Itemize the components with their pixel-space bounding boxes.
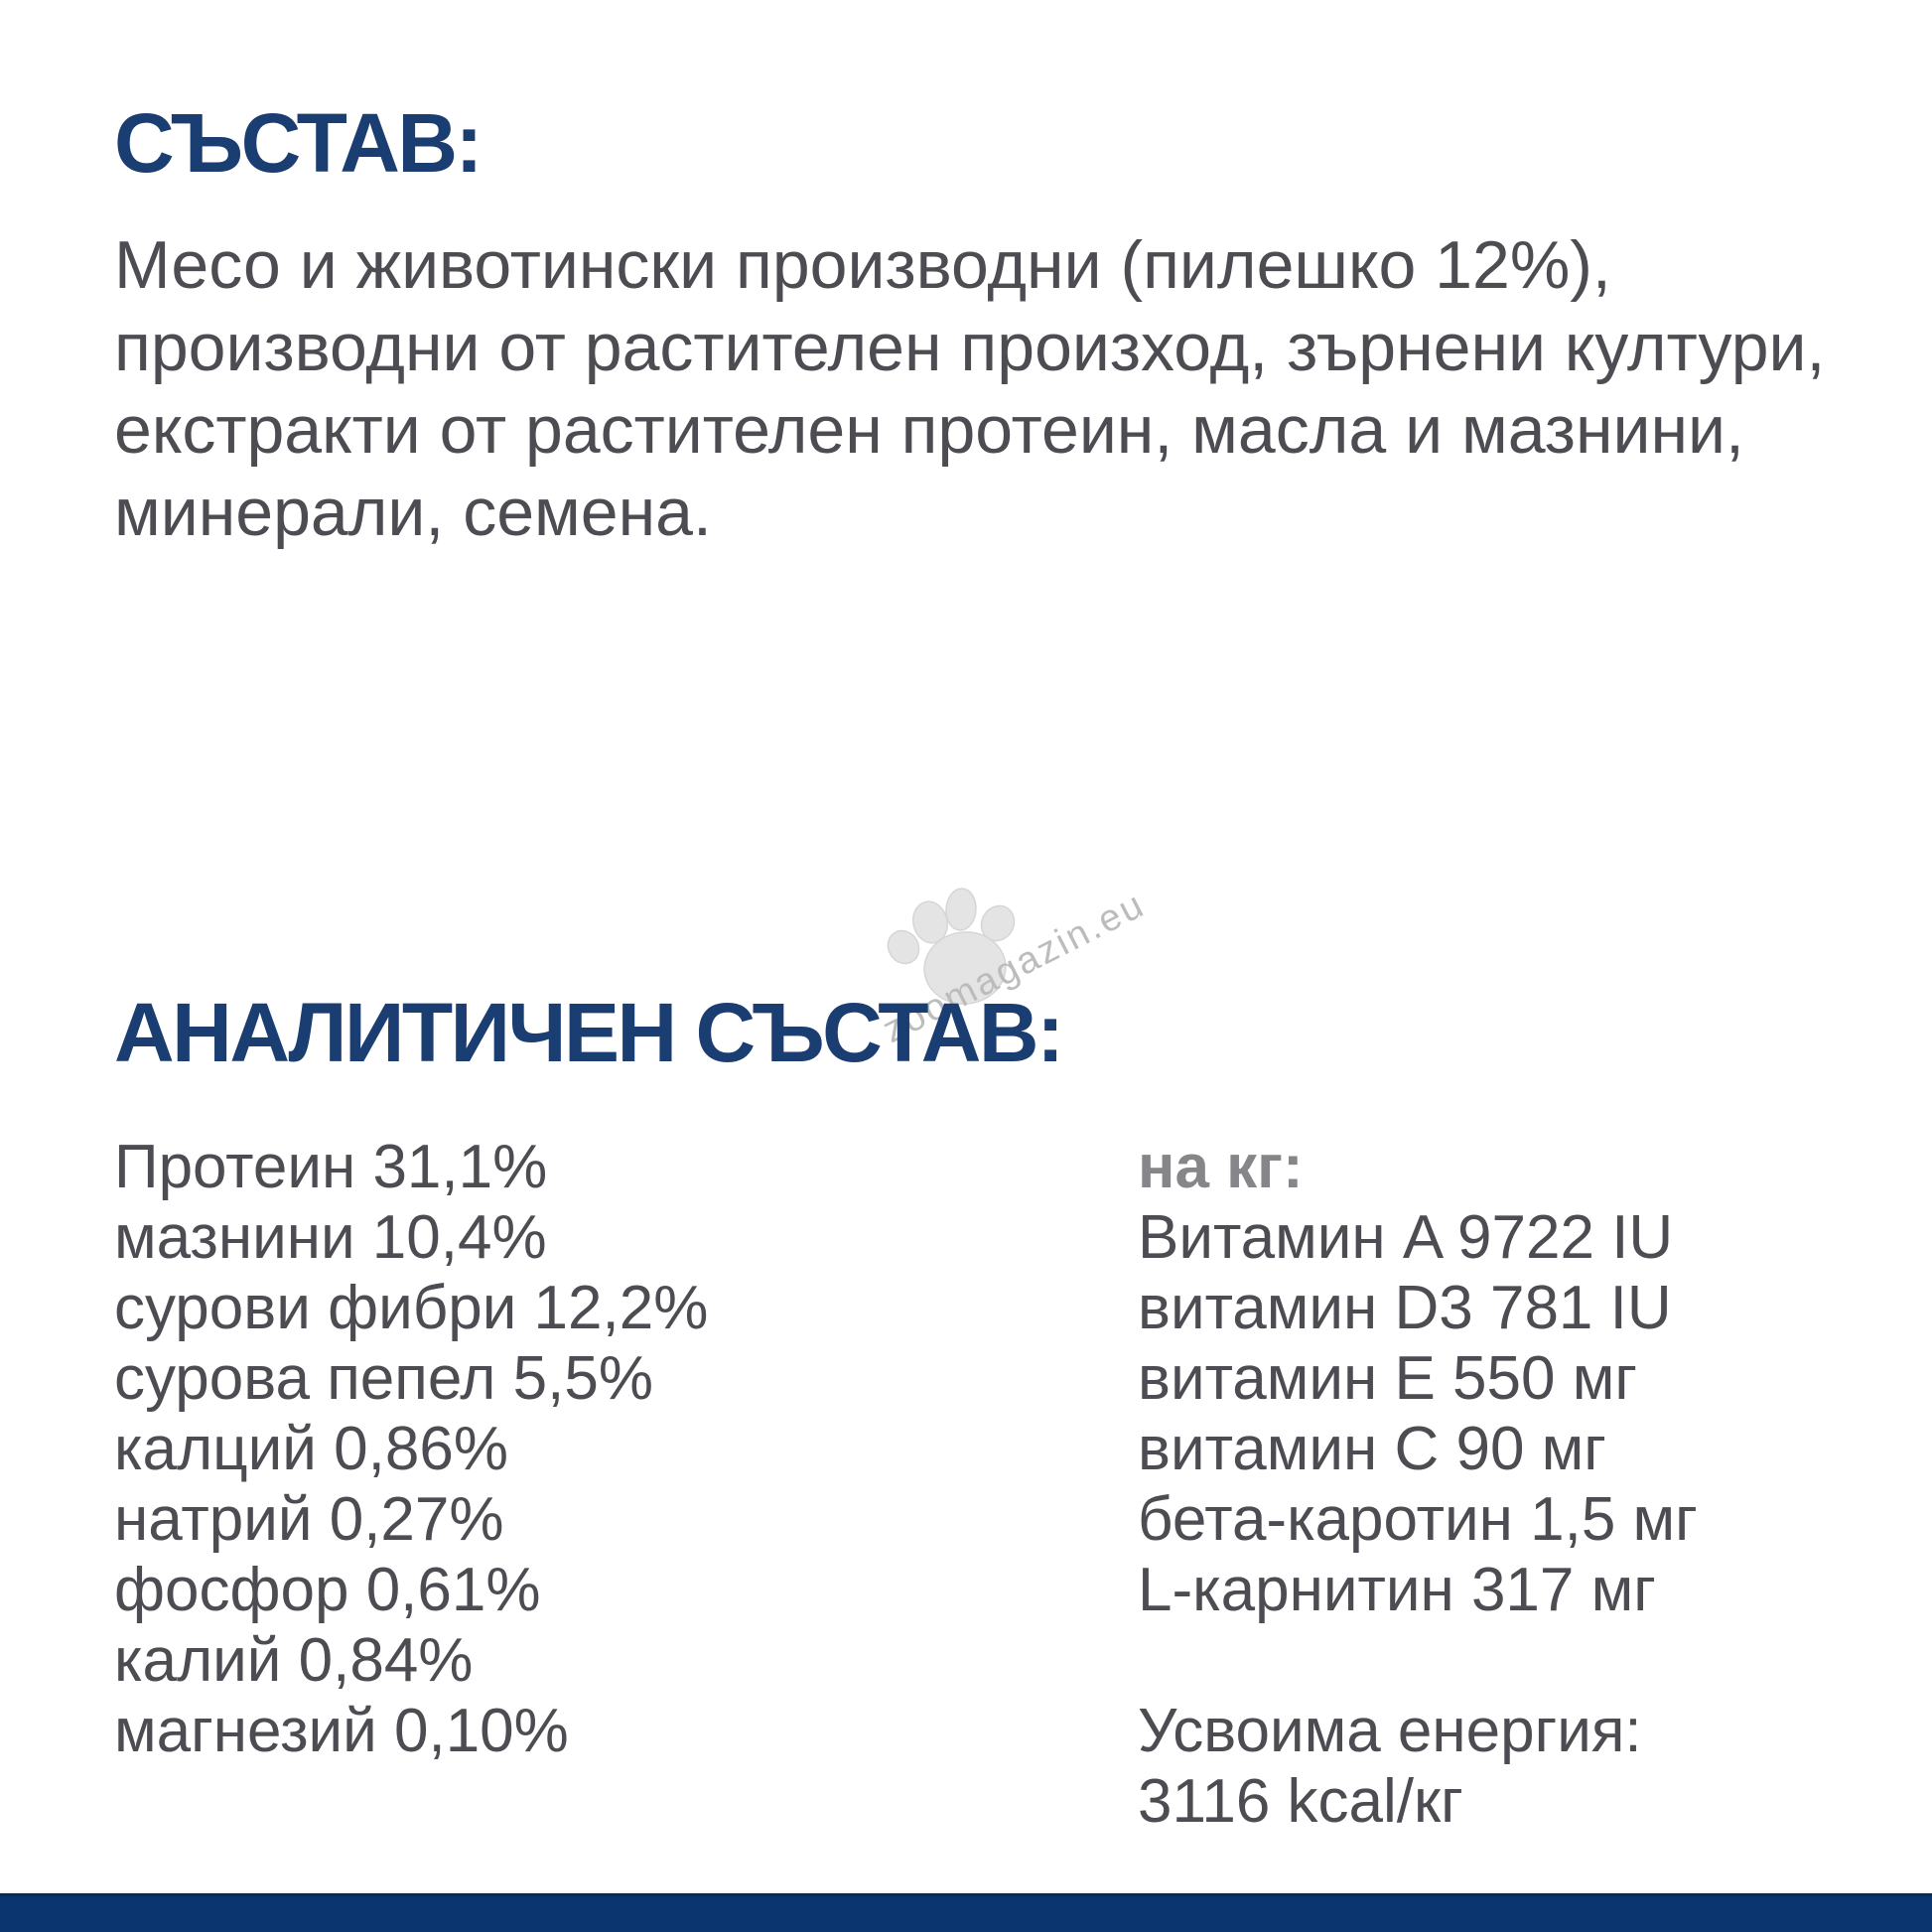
energy-value: 3116 kcal/кг: [1138, 1767, 1463, 1836]
nutrient-line: магнезий 0,10%: [114, 1697, 569, 1765]
nutrient-line: сурови фибри 12,2%: [114, 1274, 709, 1342]
vitamin-line: бета-каротин 1,5 мг: [1138, 1485, 1698, 1554]
nutrient-line: сурова пепел 5,5%: [114, 1344, 653, 1413]
vitamin-line: витамин D3 781 IU: [1138, 1274, 1672, 1342]
footer-bar: [0, 1893, 1932, 1932]
ingredients-line: производни от растителен произход, зърне…: [114, 310, 1826, 385]
ingredients-line: екстракти от растителен протеин, масла и…: [114, 392, 1744, 468]
vitamin-line: витамин C 90 мг: [1138, 1415, 1606, 1483]
paw-print-icon: [887, 888, 1016, 1005]
ingredients-line: Месо и животински производни (пилешко 12…: [114, 227, 1611, 303]
energy-label: Усвоима енергия:: [1138, 1697, 1642, 1765]
ingredients-paragraph: Месо и животински производни (пилешко 12…: [114, 224, 1825, 554]
nutrient-line: калций 0,86%: [114, 1415, 508, 1483]
vitamin-line: Витамин A 9722 IU: [1138, 1203, 1674, 1272]
nutrient-line: калий 0,84%: [114, 1626, 474, 1695]
vitamin-line: витамин E 550 мг: [1138, 1344, 1637, 1413]
nutrient-line: мазнини 10,4%: [114, 1203, 547, 1272]
ingredients-line: минерали, семена.: [114, 475, 712, 550]
per-kg-label: на кг:: [1138, 1133, 1304, 1201]
nutrient-line: фосфор 0,61%: [114, 1556, 541, 1624]
nutrient-line: натрий 0,27%: [114, 1485, 504, 1554]
nutrient-line: Протеин 31,1%: [114, 1133, 548, 1201]
composition-heading: СЪСТАВ:: [114, 96, 483, 190]
analysis-right-column: на кг: Витамин A 9722 IU витамин D3 781 …: [1138, 1132, 1698, 1837]
vitamin-line: L-карнитин 317 мг: [1138, 1556, 1656, 1624]
analysis-left-column: Протеин 31,1% мазнини 10,4% сурови фибри…: [114, 1132, 708, 1766]
column-spacer: [1138, 1625, 1698, 1696]
analysis-heading: АНАЛИТИЧЕН СЪСТАВ:: [114, 986, 1064, 1079]
